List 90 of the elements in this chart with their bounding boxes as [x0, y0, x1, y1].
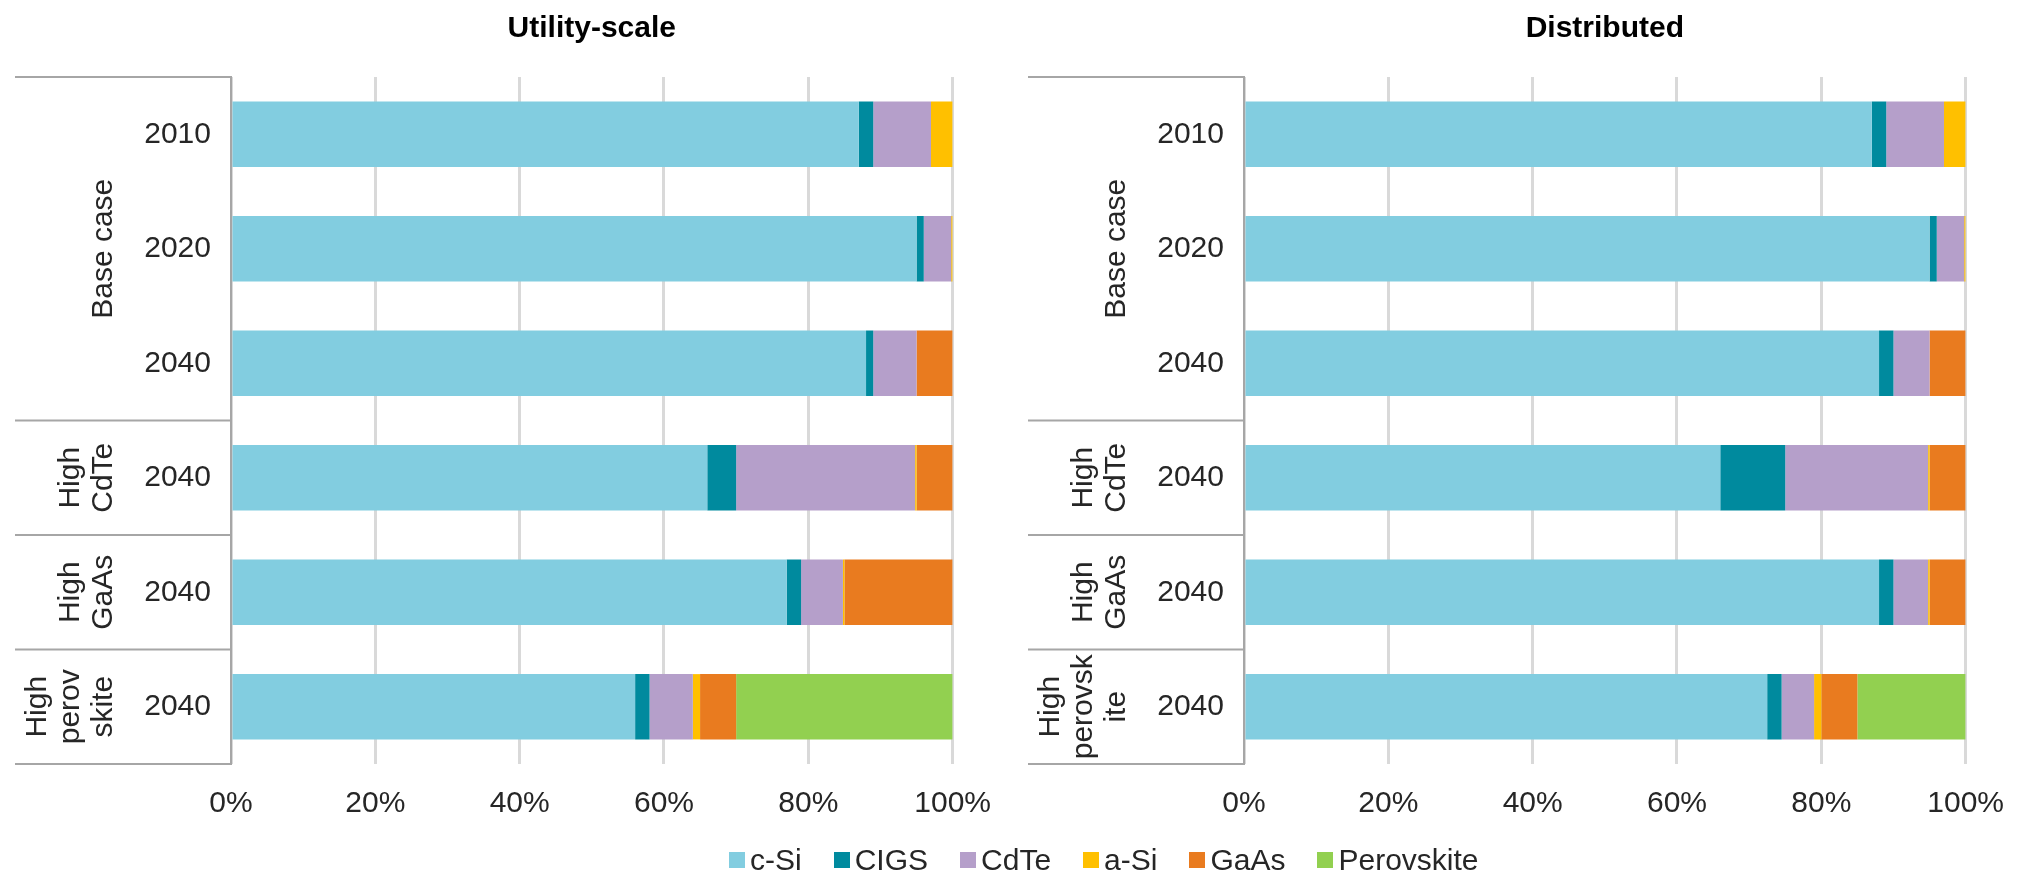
bar	[232, 330, 867, 396]
bar	[786, 559, 802, 625]
bar	[700, 674, 737, 740]
bar	[1871, 101, 1887, 167]
bar	[801, 559, 843, 625]
bar	[1943, 101, 1966, 167]
bar	[930, 101, 953, 167]
x-tick-label: 80%	[778, 785, 839, 819]
legend-label: a-Si	[1104, 843, 1158, 877]
bar	[707, 445, 737, 511]
chart-title: Utility-scale	[507, 10, 677, 44]
bar	[844, 559, 953, 625]
bar	[873, 330, 917, 396]
x-tick-label: 100%	[914, 785, 991, 819]
text: Base case	[1098, 178, 1132, 319]
bar	[866, 330, 874, 396]
x-tick-label: 40%	[489, 785, 550, 819]
bar	[1767, 674, 1782, 740]
bar	[1245, 216, 1930, 282]
bar	[1821, 674, 1858, 740]
bar	[635, 674, 650, 740]
text: High GaAs	[1065, 554, 1132, 630]
text: High CdTe	[52, 442, 119, 513]
x-tick-label: 20%	[1358, 785, 1419, 819]
y-tick-label: 2040	[1157, 573, 1224, 607]
x-tick-label: 0%	[209, 785, 253, 819]
legend-label: CIGS	[854, 843, 929, 877]
y-tick-label: 2040	[1157, 459, 1224, 493]
text: High CdTe	[1065, 442, 1132, 513]
bar	[1879, 559, 1894, 625]
bar	[1814, 674, 1822, 740]
x-tick-label: 100%	[1927, 785, 2004, 819]
bar	[1781, 674, 1815, 740]
bar	[916, 330, 953, 396]
bar	[1245, 445, 1721, 511]
bar	[916, 445, 953, 511]
bar	[1245, 559, 1880, 625]
x-tick-label: 40%	[1502, 785, 1563, 819]
x-tick-label: 20%	[345, 785, 406, 819]
bar	[1929, 559, 1966, 625]
bar	[1785, 445, 1929, 511]
bar	[1857, 674, 1966, 740]
text: High perovskite	[1032, 653, 1132, 760]
bar	[232, 674, 636, 740]
y-tick-label: 2040	[144, 344, 211, 378]
y-tick-label: 2020	[1157, 230, 1224, 264]
text: Base case	[85, 178, 119, 319]
bar	[1245, 101, 1872, 167]
chart-title: Distributed	[1525, 10, 1684, 44]
bar	[736, 674, 953, 740]
bar	[858, 101, 874, 167]
bar	[1245, 330, 1880, 396]
bar	[1936, 216, 1965, 282]
bar	[232, 101, 859, 167]
bar	[916, 216, 924, 282]
y-tick-label: 2010	[144, 115, 211, 149]
y-tick-label: 2040	[144, 459, 211, 493]
x-tick-label: 80%	[1791, 785, 1852, 819]
bar	[736, 445, 916, 511]
legend-label: CdTe	[981, 843, 1052, 877]
bar	[1929, 330, 1966, 396]
bar	[1879, 330, 1894, 396]
bar	[923, 216, 952, 282]
y-tick-label: 2040	[144, 688, 211, 722]
text: High perovskite	[19, 669, 119, 745]
y-tick-label: 2040	[144, 573, 211, 607]
bar	[1720, 445, 1786, 511]
text: High GaAs	[52, 554, 119, 630]
legend-label: c-Si	[750, 843, 802, 877]
legend-label: Perovskite	[1338, 843, 1479, 877]
bar	[692, 674, 701, 740]
y-tick-label: 2040	[1157, 344, 1224, 378]
bar	[232, 559, 787, 625]
bar	[873, 101, 931, 167]
bar	[232, 216, 917, 282]
bar	[649, 674, 693, 740]
y-tick-label: 2010	[1157, 115, 1224, 149]
x-tick-label: 60%	[633, 785, 694, 819]
bar	[1893, 559, 1929, 625]
x-tick-label: 0%	[1222, 785, 1266, 819]
x-tick-label: 60%	[1646, 785, 1707, 819]
y-tick-label: 2040	[1157, 688, 1224, 722]
bar	[1893, 330, 1930, 396]
bar	[1245, 674, 1768, 740]
bar	[1929, 216, 1937, 282]
bar	[1886, 101, 1944, 167]
bar	[232, 445, 708, 511]
bar	[1929, 445, 1966, 511]
legend-label: GaAs	[1210, 843, 1286, 877]
y-tick-label: 2020	[144, 230, 211, 264]
